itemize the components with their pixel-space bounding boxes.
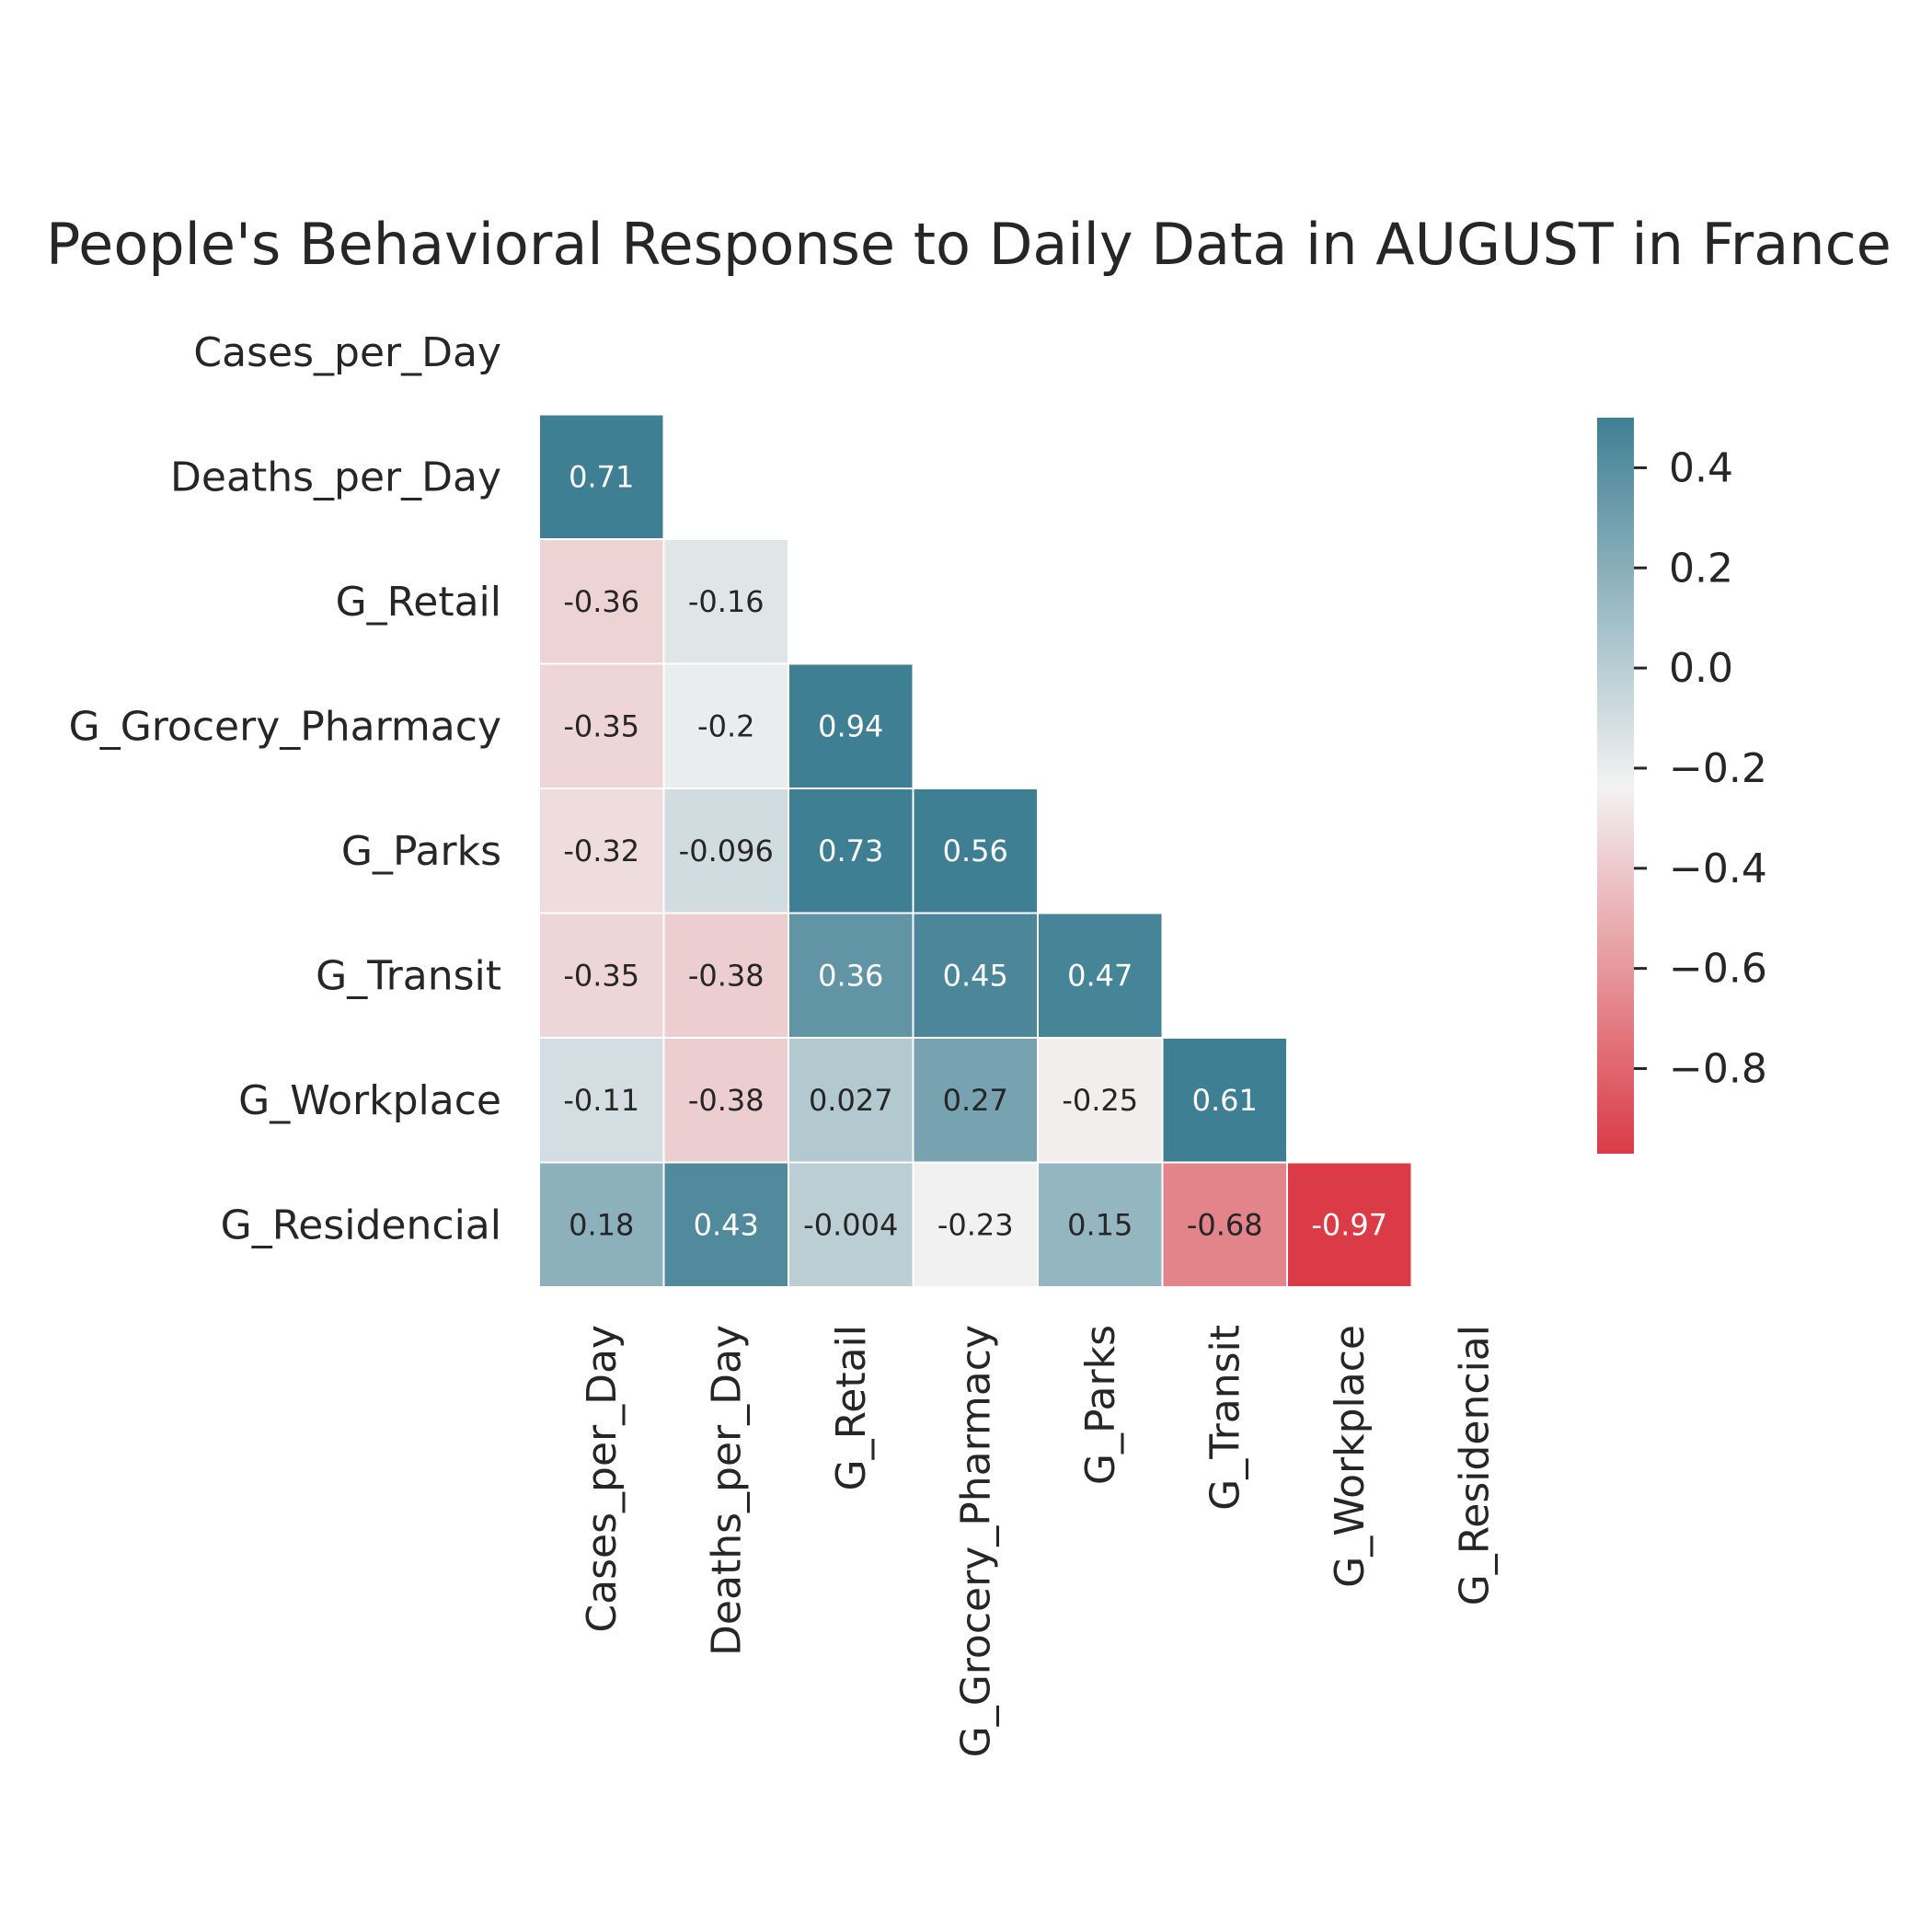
cell-value-label: -0.35 xyxy=(563,708,639,743)
y-tick-label: G_Grocery_Pharmacy xyxy=(69,703,501,750)
cell-value-label: 0.18 xyxy=(569,1207,634,1242)
y-tick-label: Deaths_per_Day xyxy=(170,454,501,500)
heatmap-cell xyxy=(912,788,1039,914)
cell-value-label: -0.97 xyxy=(1311,1207,1387,1242)
y-tick-label: G_Transit xyxy=(316,952,501,999)
cell-value-label: 0.27 xyxy=(943,1083,1008,1118)
colorbar-tick-label: −0.8 xyxy=(1669,1045,1767,1092)
colorbar: 0.4 0.2 0.0 −0.2 −0.4 −0.6 −0.8 xyxy=(1597,418,1767,1154)
colorbar-gradient xyxy=(1597,418,1634,1154)
heatmap-cell xyxy=(1286,1161,1413,1288)
heatmap-cell xyxy=(662,1037,789,1164)
heatmap-cell xyxy=(1161,1037,1288,1164)
heatmap-cell xyxy=(538,413,665,540)
y-axis-labels: Cases_per_Day Deaths_per_Day G_Retail G_Gro… xyxy=(69,329,501,1249)
cell-value-label: 0.56 xyxy=(943,834,1008,868)
heatmap-cell xyxy=(662,912,789,1039)
x-tick-label: Deaths_per_Day xyxy=(703,1325,750,1656)
cell-value-label: -0.096 xyxy=(679,834,774,868)
cell-value-label: 0.47 xyxy=(1067,958,1133,993)
cell-value-label: 0.73 xyxy=(818,834,883,868)
heatmap-cell xyxy=(538,538,665,665)
cell-value-label: -0.2 xyxy=(697,708,754,743)
heatmap-cell xyxy=(1037,912,1164,1039)
x-axis-labels: Cases_per_Day Deaths_per_Day G_Retail G_Gro… xyxy=(579,1325,1499,1757)
heatmap-cell xyxy=(912,912,1039,1039)
x-tick-label: Cases_per_Day xyxy=(579,1325,626,1633)
cell-value-label: 0.36 xyxy=(818,958,883,993)
heatmap-cell xyxy=(1161,1161,1288,1288)
colorbar-tick-label: 0.2 xyxy=(1669,545,1733,592)
colorbar-tick-label: −0.2 xyxy=(1669,745,1767,792)
colorbar-tick-label: −0.4 xyxy=(1669,845,1767,892)
heatmap-cell xyxy=(662,1161,789,1288)
colorbar-tick-label: 0.0 xyxy=(1669,645,1733,692)
heatmap-cell xyxy=(1037,1037,1164,1164)
cell-value-label: 0.027 xyxy=(809,1083,893,1118)
heatmap-cell xyxy=(538,662,665,789)
cell-value-label: -0.35 xyxy=(563,958,639,993)
cell-value-label: -0.38 xyxy=(688,958,765,993)
cell-value-label: -0.36 xyxy=(563,584,639,619)
cell-value-label: -0.32 xyxy=(563,834,639,868)
heatmap-cell xyxy=(912,1161,1039,1288)
y-tick-label: G_Retail xyxy=(336,579,501,626)
cell-value-label: 0.94 xyxy=(818,708,883,743)
heatmap-cells: 0.71 -0.36 -0.16 -0.35 -0.2 0.94 -0.32 -0.096 0.… xyxy=(538,413,1413,1288)
x-tick-label: G_Retail xyxy=(828,1325,875,1490)
cell-value-label: -0.11 xyxy=(563,1083,639,1118)
cell-value-label: -0.25 xyxy=(1062,1083,1138,1118)
cell-value-label: 0.71 xyxy=(569,459,634,494)
cell-value-label: 0.61 xyxy=(1192,1083,1258,1118)
heatmap-cell xyxy=(912,1037,1039,1164)
cell-value-label: -0.23 xyxy=(937,1207,1014,1242)
cell-value-label: -0.68 xyxy=(1187,1207,1263,1242)
heatmap-cell xyxy=(788,1037,914,1164)
heatmap-cell xyxy=(662,788,789,914)
x-tick-label: G_Parks xyxy=(1077,1325,1124,1485)
x-tick-label: G_Workplace xyxy=(1327,1325,1374,1588)
x-tick-label: G_Residencial xyxy=(1451,1325,1498,1605)
cell-value-label: -0.38 xyxy=(688,1083,765,1118)
x-tick-label: G_Grocery_Pharmacy xyxy=(952,1325,999,1757)
heatmap-cell xyxy=(788,662,914,789)
colorbar-tick-label: 0.4 xyxy=(1669,444,1733,491)
cell-value-label: -0.16 xyxy=(688,584,765,619)
heatmap-cell xyxy=(538,1037,665,1164)
x-tick-label: G_Transit xyxy=(1202,1325,1248,1511)
heatmap-cell xyxy=(538,1161,665,1288)
cell-value-label: 0.43 xyxy=(694,1207,759,1242)
y-tick-label: G_Parks xyxy=(341,828,501,875)
cell-value-label: -0.004 xyxy=(803,1207,898,1242)
colorbar-tick-label: −0.6 xyxy=(1669,946,1767,993)
heatmap-cell xyxy=(662,538,789,665)
y-tick-label: G_Residencial xyxy=(221,1202,501,1248)
y-tick-label: Cases_per_Day xyxy=(193,329,501,376)
y-tick-label: G_Workplace xyxy=(238,1077,501,1124)
cell-value-label: 0.15 xyxy=(1067,1207,1133,1242)
chart-title: People's Behavioral Response to Daily Da… xyxy=(46,211,1892,278)
cell-value-label: 0.45 xyxy=(943,958,1008,993)
